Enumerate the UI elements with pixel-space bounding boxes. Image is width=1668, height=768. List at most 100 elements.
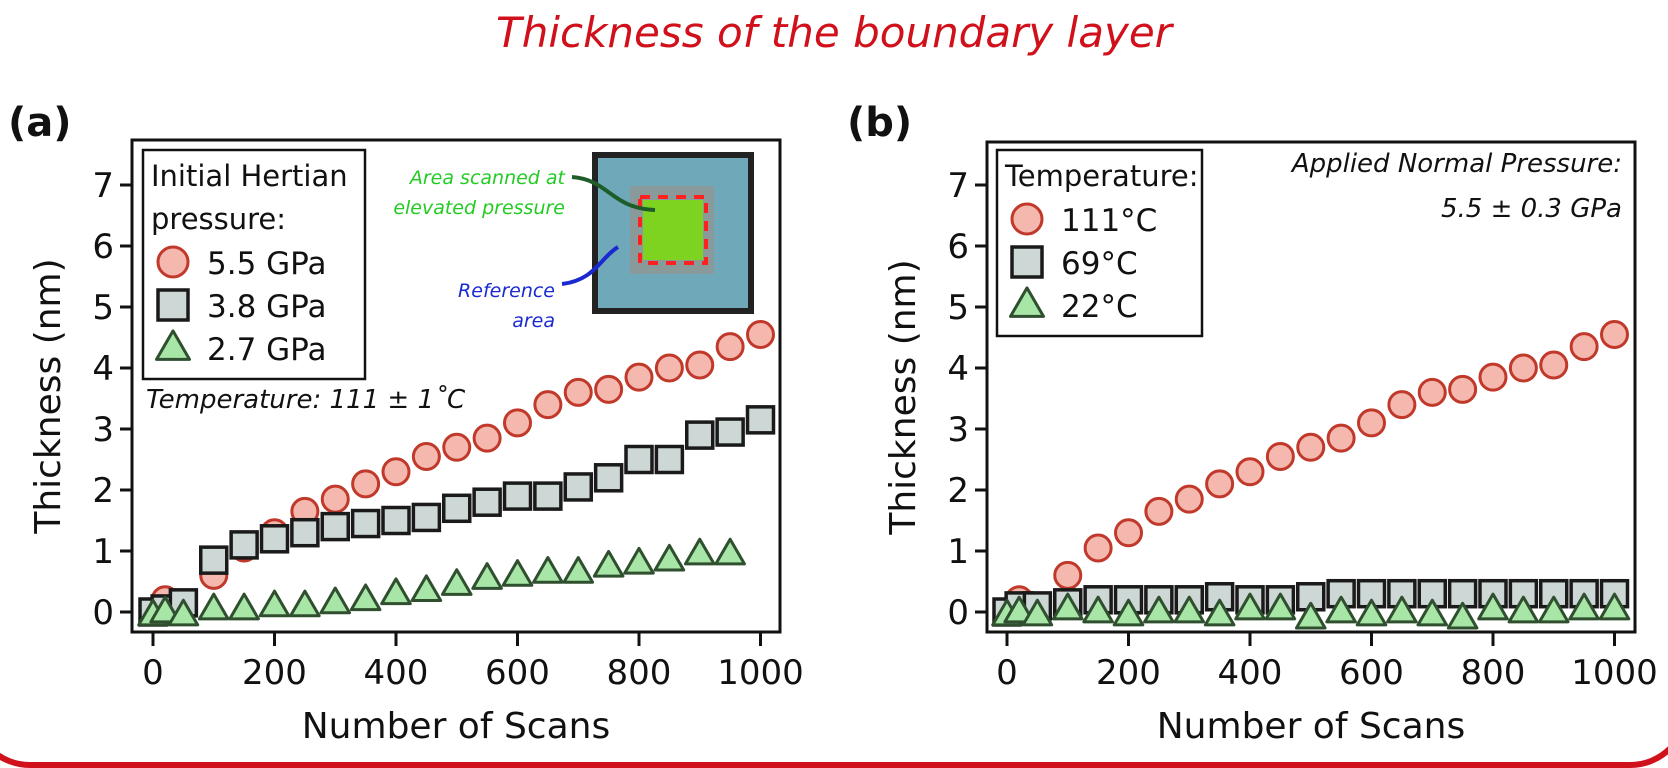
annotation-elevated-pressure: elevated pressure [393, 197, 565, 219]
x-tick-label: 1000 [717, 653, 804, 693]
data-point-circle [654, 353, 684, 383]
y-tick-label: 1 [92, 532, 114, 572]
legend-marker-circle [1010, 202, 1044, 236]
data-point-square [290, 517, 320, 548]
data-point-triangle [683, 537, 716, 566]
data-point-square [1447, 578, 1478, 609]
data-point-triangle [1386, 595, 1418, 624]
x-tick-label: 0 [996, 653, 1018, 693]
legend-label: 5.5 GPa [207, 246, 326, 282]
data-point-circle [442, 432, 472, 462]
y-tick-label: 7 [92, 166, 114, 206]
data-point-circle [1053, 560, 1083, 590]
data-point-circle [1417, 377, 1447, 407]
panel-label-a: (a) [8, 100, 72, 146]
data-point-square [442, 493, 472, 524]
x-tick-label: 0 [142, 653, 164, 693]
data-point-triangle [258, 589, 291, 618]
data-point-circle [1600, 319, 1629, 349]
data-point-circle [1448, 374, 1478, 404]
x-tick-label: 200 [1096, 653, 1161, 693]
data-point-triangle [1203, 598, 1236, 627]
data-point-circle [351, 469, 381, 499]
data-point-circle [594, 374, 624, 404]
data-point-triangle [562, 556, 595, 584]
y-tick-label: 1 [947, 532, 969, 572]
legend-label: 2.7 GPa [207, 332, 326, 368]
data-point-square [350, 508, 381, 539]
data-point-square [320, 511, 350, 542]
x-axis-label: Number of Scans [302, 706, 610, 747]
data-point-triangle [1112, 598, 1145, 627]
x-axis-label: Number of Scans [1157, 706, 1465, 747]
data-point-circle [411, 441, 441, 471]
data-point-circle [1539, 350, 1569, 380]
y-tick-label: 5 [92, 288, 114, 328]
panel-label-b: (b) [847, 100, 913, 146]
legend-marker-square [1010, 245, 1044, 279]
data-point-circle [563, 377, 593, 407]
x-tick-label: 400 [1218, 653, 1283, 693]
data-point-triangle [1082, 595, 1114, 624]
legend-marker-circle [156, 245, 190, 279]
data-point-triangle [1294, 601, 1327, 630]
annotation-applied-pressure: Applied Normal Pressure: [1290, 149, 1622, 179]
data-point-triangle [1355, 598, 1388, 627]
x-tick-label: 400 [364, 653, 429, 693]
legend-marker-triangle [1009, 286, 1045, 318]
x-tick-label: 800 [607, 653, 672, 693]
green-pointer-line [571, 175, 656, 212]
data-point-circle [1508, 353, 1538, 383]
data-point-square [563, 472, 593, 502]
data-point-triangle [714, 537, 746, 566]
data-point-triangle [1051, 592, 1084, 621]
legend-title: Initial Hertian [151, 159, 348, 193]
y-axis-label: Thickness (nm) [28, 258, 69, 534]
data-point-triangle [1264, 592, 1297, 621]
blue-pointer-line [561, 245, 620, 286]
slide-title: Thickness of the boundary layer [496, 8, 1172, 57]
legend: Initial Hertian pressure: 5.5 GPa 3.8 GPa 2.… [141, 148, 367, 381]
data-point-circle [624, 362, 654, 392]
y-tick-label: 4 [947, 349, 969, 389]
series-22-c [991, 592, 1631, 630]
data-point-triangle [319, 586, 352, 615]
data-point-square [685, 420, 715, 450]
legend: Temperature: 111°C 69°C 22°C [995, 148, 1204, 338]
data-point-circle [1569, 332, 1599, 362]
series-3-8-gpa [138, 405, 776, 627]
inset-scan-schematic [561, 152, 754, 314]
data-point-square [502, 481, 533, 511]
data-point-circle [715, 332, 745, 362]
data-point-triangle [410, 574, 443, 603]
data-point-square [472, 487, 502, 517]
legend-title: Temperature: [1004, 159, 1198, 193]
chart-panel-a: Initial Hertian pressure: 5.5 GPa 3.8 GPa 2.… [120, 138, 782, 646]
data-point-square [715, 417, 745, 447]
data-point-triangle [349, 583, 382, 612]
data-point-circle [1478, 362, 1508, 392]
data-point-triangle [623, 546, 655, 575]
data-point-circle [1205, 469, 1235, 499]
data-point-square [533, 481, 563, 511]
data-point-circle [685, 350, 715, 380]
y-tick-label: 6 [947, 227, 969, 267]
annotation-temperature: Temperature: 111 ± 1˚C [146, 385, 466, 415]
legend-label: 111°C [1061, 203, 1157, 239]
annotation-area-scanned: Area scanned at [408, 167, 567, 189]
scan-dashed-outline [638, 195, 708, 265]
y-tick-label: 3 [92, 410, 114, 450]
x-tick-label: 600 [485, 653, 550, 693]
data-point-circle [533, 390, 563, 420]
y-tick-label: 2 [947, 471, 969, 511]
y-axis-label: Thickness (nm) [883, 259, 924, 535]
data-point-triangle [1173, 595, 1206, 624]
data-point-triangle [167, 598, 200, 627]
annotation-area: area [512, 310, 555, 332]
data-point-circle [472, 423, 502, 453]
data-point-triangle [1446, 601, 1479, 630]
data-point-triangle [440, 568, 473, 596]
plot-frame [985, 140, 1637, 634]
data-point-circle [1174, 484, 1204, 514]
data-point-circle [320, 484, 350, 514]
